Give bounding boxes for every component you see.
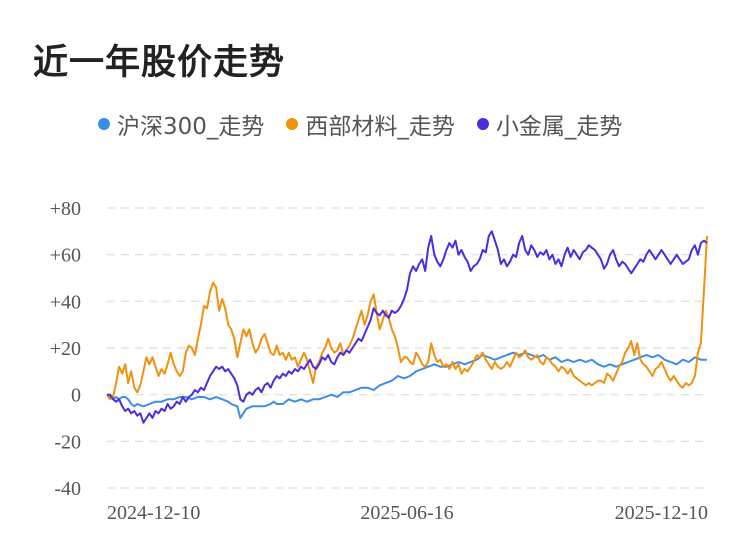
legend-item-xbcl[interactable]: 西部材料_走势 (286, 107, 455, 141)
y-axis-ticks: +80 +60 +40 +20 0 -20 -40 (50, 198, 81, 500)
y-tick-label: +80 (50, 198, 81, 220)
x-tick-label: 2024-12-10 (107, 502, 200, 524)
y-tick-label: -40 (54, 478, 81, 500)
chart-legend: 沪深300_走势 西部材料_走势 小金属_走势 (98, 107, 644, 141)
legend-dot-xbcl (286, 118, 299, 130)
x-tick-label: 2025-06-16 (360, 502, 453, 524)
legend-item-xjs[interactable]: 小金属_走势 (476, 107, 623, 141)
page-title: 近一年股价走势 (33, 43, 286, 83)
y-tick-label: +20 (50, 338, 81, 360)
legend-label-hs300: 沪深300_走势 (117, 114, 265, 140)
x-tick-label: 2025-12-10 (615, 502, 708, 524)
y-tick-label: 0 (71, 385, 81, 407)
legend-label-xbcl: 西部材料_走势 (305, 114, 455, 140)
series-line-hs300 (106, 351, 707, 419)
series-line-xjs (107, 230, 708, 424)
y-tick-label: -20 (54, 431, 81, 453)
legend-label-xjs: 小金属_走势 (495, 114, 623, 140)
legend-dot-xjs (476, 118, 489, 130)
legend-item-hs300[interactable]: 沪深300_走势 (98, 107, 264, 141)
y-tick-label: +60 (50, 245, 81, 267)
legend-dot-hs300 (98, 118, 110, 130)
series-lines (106, 230, 708, 424)
y-tick-label: +40 (50, 291, 81, 313)
series-line-xbcl (106, 235, 708, 401)
x-axis-ticks: 2024-12-10 2025-06-16 2025-12-10 (107, 502, 708, 524)
grid-lines (107, 207, 707, 489)
